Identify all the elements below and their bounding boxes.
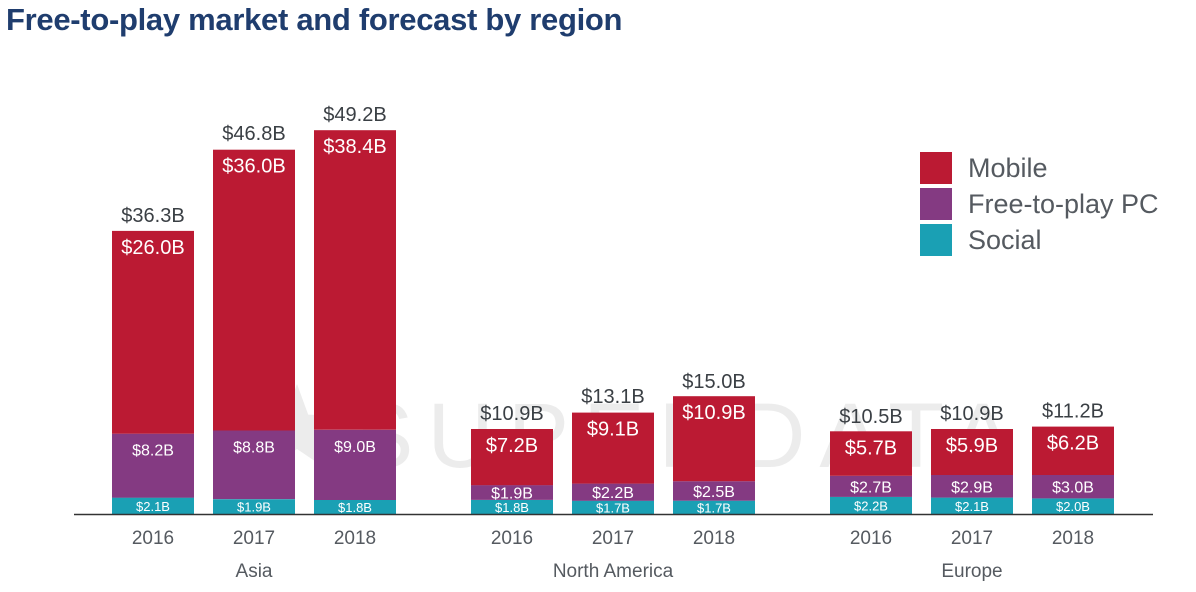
data-label: $2.0B (1056, 499, 1090, 514)
bar-segment-free-to-play-pc (471, 485, 553, 500)
x-tick-label: 2018 (693, 528, 735, 549)
data-label: $7.2B (486, 435, 538, 457)
data-label: $2.2B (854, 498, 888, 513)
legend-label: Social (968, 224, 1042, 255)
total-label: $11.2B (1042, 401, 1104, 423)
total-label: $36.3B (121, 205, 184, 227)
bar-segment-social (112, 497, 194, 514)
data-label: $2.1B (136, 499, 170, 514)
x-tick-label: 2016 (850, 528, 892, 549)
bar-segment-social (931, 497, 1013, 514)
bar-segment-social (314, 500, 396, 514)
bar-segment-mobile (673, 396, 755, 482)
bar-segment-mobile (572, 412, 654, 484)
total-label: $13.1B (581, 386, 644, 408)
data-label: $1.8B (495, 500, 529, 515)
data-label: $26.0B (121, 237, 184, 259)
bar-segment-mobile (471, 429, 553, 486)
data-label: $36.0B (222, 156, 285, 178)
data-label: $8.2B (132, 443, 174, 460)
data-label: $5.7B (845, 437, 897, 459)
group-label: North America (553, 561, 674, 582)
x-tick-label: 2017 (592, 528, 634, 549)
axis-labels: 2016 2017 2018 Asia 2016 2017 2018 North Americ… (132, 528, 1094, 582)
data-label: $2.1B (955, 499, 989, 514)
bar-segment-mobile (1032, 426, 1114, 475)
bar-segment-free-to-play-pc (572, 483, 654, 501)
bar-segment-free-to-play-pc (112, 433, 194, 498)
data-label: $38.4B (323, 136, 386, 158)
data-label: $5.9B (946, 435, 998, 457)
total-label: $49.2B (323, 104, 386, 126)
bar-segment-social (471, 500, 553, 514)
data-label: $1.9B (237, 500, 271, 515)
data-label: $1.9B (491, 486, 533, 503)
bar-segment-mobile (931, 429, 1013, 475)
legend-label: Free-to-play PC (968, 188, 1159, 219)
bar-segment-free-to-play-pc (314, 429, 396, 500)
total-label: $10.9B (940, 403, 1003, 425)
data-label: $6.2B (1047, 433, 1099, 455)
data-label: $10.9B (682, 402, 745, 424)
data-label: $2.7B (850, 479, 892, 496)
chart-title: Free-to-play market and forecast by regi… (6, 2, 623, 37)
data-label: $1.7B (596, 500, 630, 515)
bar-segment-free-to-play-pc (931, 475, 1013, 498)
bar-segment-social (673, 500, 755, 514)
data-label: $1.8B (338, 500, 372, 515)
data-label: $2.2B (592, 485, 634, 502)
bar-segment-mobile (112, 230, 194, 434)
x-tick-label: 2017 (233, 528, 275, 549)
legend-swatch (920, 224, 952, 256)
bars: $2.1B $8.2B $26.0B $36.3B $1.9B $8.8B $36.0B $4… (112, 104, 1114, 515)
watermark-star-icon (253, 384, 341, 468)
x-tick-label: 2018 (334, 528, 376, 549)
group-label: Asia (236, 561, 273, 582)
x-tick-label: 2017 (951, 528, 993, 549)
legend-item: Free-to-play PC (920, 186, 1159, 222)
legend: Mobile Free-to-play PC Social (920, 150, 1159, 258)
data-label: $2.9B (951, 479, 993, 496)
bar-segment-mobile (213, 149, 295, 431)
bar-segment-free-to-play-pc (830, 475, 912, 497)
bar-segment-free-to-play-pc (673, 481, 755, 501)
group-label: Europe (941, 561, 1002, 582)
bar-segment-free-to-play-pc (213, 430, 295, 500)
legend-item: Social (920, 222, 1159, 258)
data-label: $9.0B (334, 439, 376, 456)
legend-swatch (920, 152, 952, 184)
bar-segment-social (572, 500, 654, 514)
total-label: $15.0B (682, 371, 745, 393)
legend-swatch (920, 188, 952, 220)
data-label: $2.5B (693, 484, 735, 501)
x-tick-label: 2018 (1052, 528, 1094, 549)
total-label: $46.8B (222, 123, 285, 145)
total-label: $10.5B (839, 406, 902, 428)
bar-segment-mobile (314, 130, 396, 430)
data-label: $1.7B (697, 500, 731, 515)
x-tick-label: 2016 (132, 528, 174, 549)
bar-segment-mobile (830, 431, 912, 476)
data-label: $9.1B (587, 419, 639, 441)
bar-segment-social (1032, 498, 1114, 514)
data-label: $3.0B (1052, 480, 1094, 497)
legend-item: Mobile (920, 150, 1159, 186)
bar-segment-social (830, 496, 912, 514)
x-tick-label: 2016 (491, 528, 533, 549)
total-label: $10.9B (480, 403, 543, 425)
bar-segment-social (213, 499, 295, 514)
data-label: $8.8B (233, 440, 275, 457)
bar-segment-free-to-play-pc (1032, 475, 1114, 499)
legend-label: Mobile (968, 152, 1048, 183)
